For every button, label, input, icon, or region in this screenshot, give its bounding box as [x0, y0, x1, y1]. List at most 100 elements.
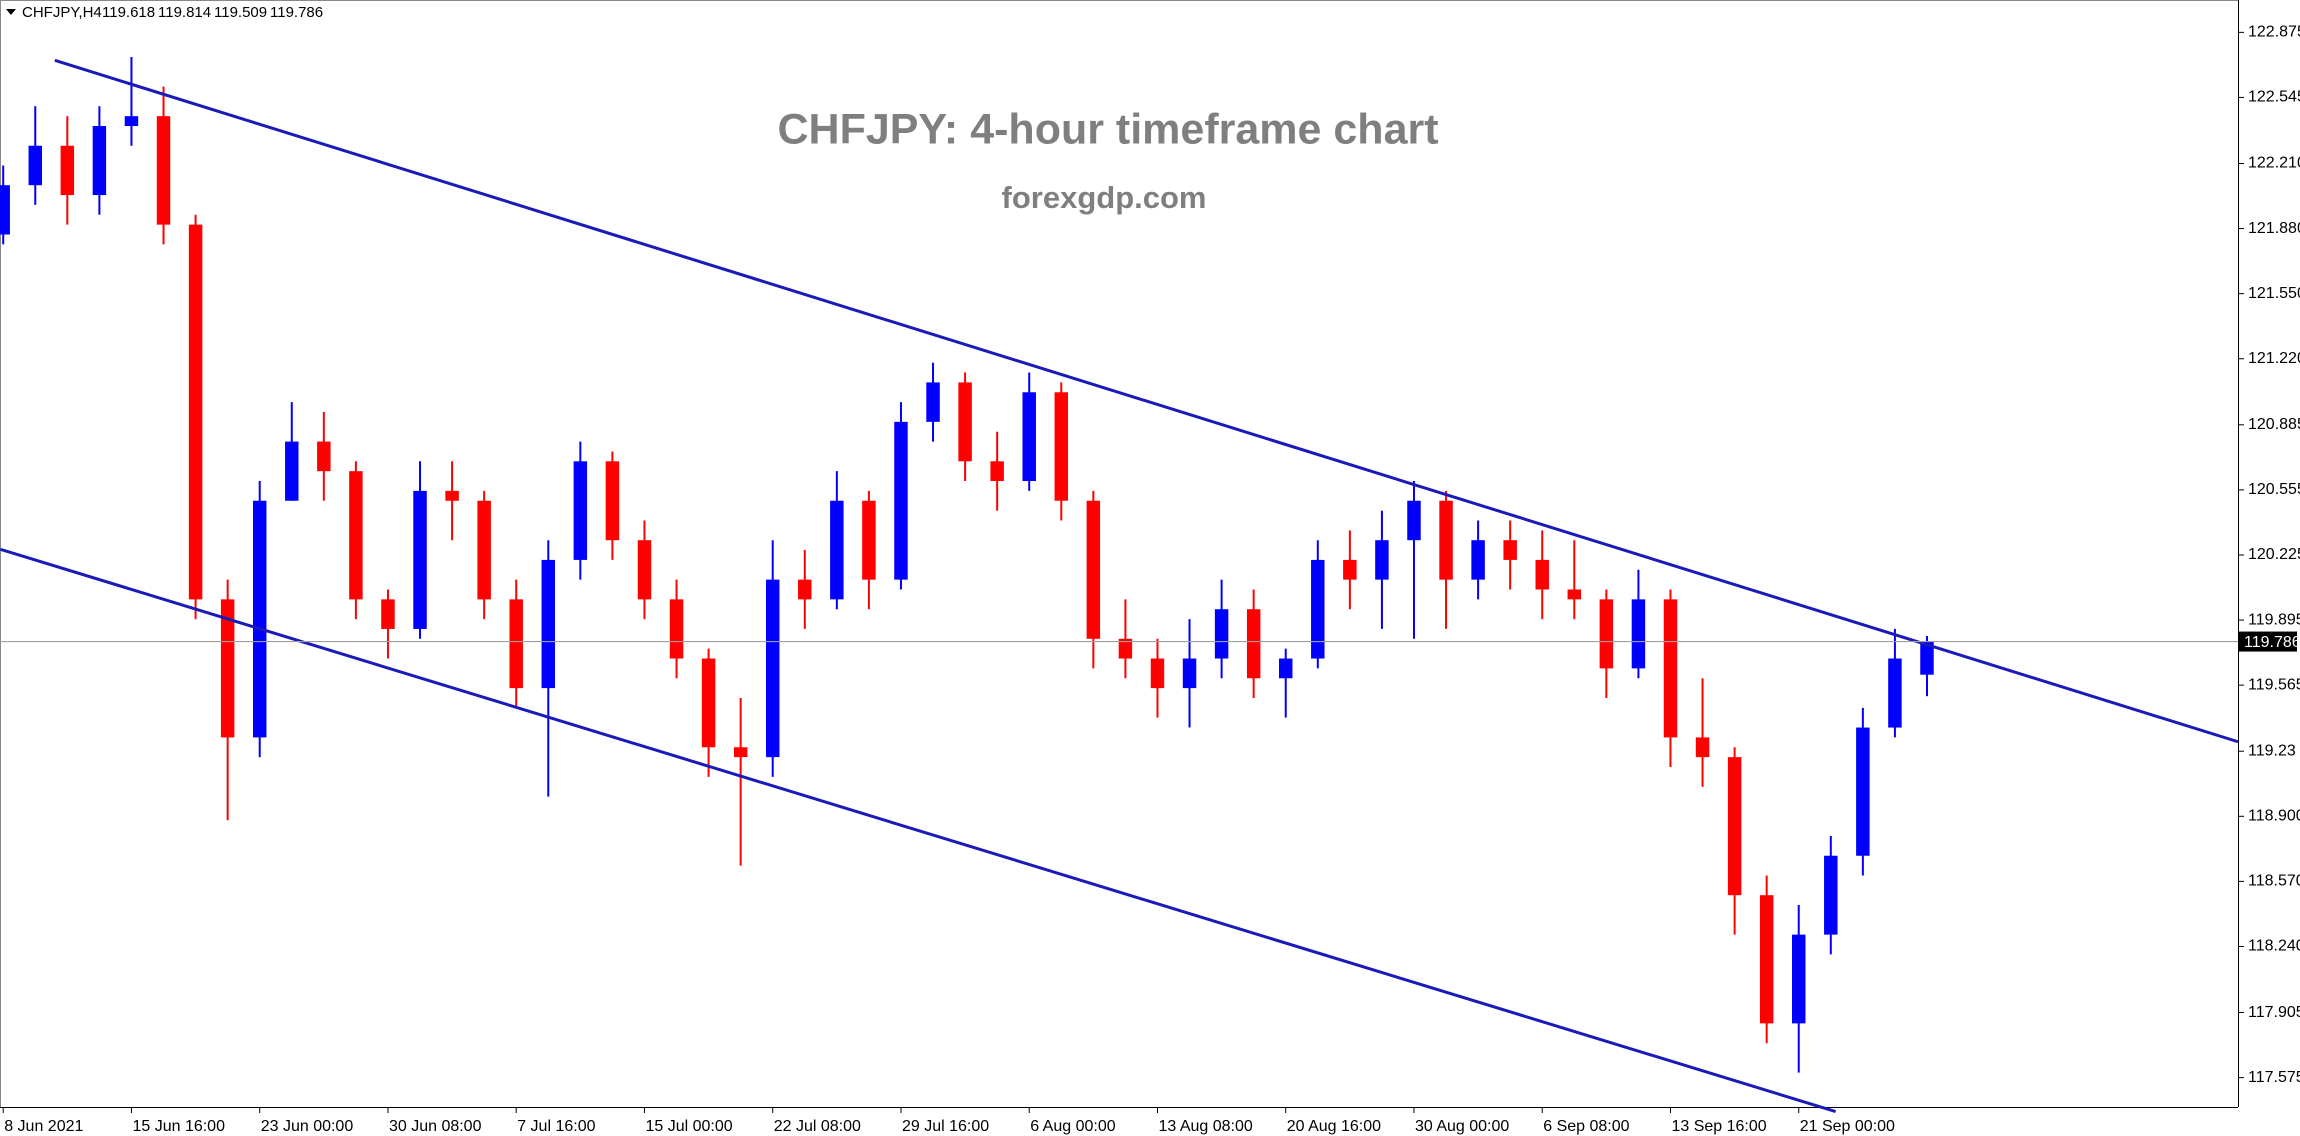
chart-title: CHFJPY: 4-hour timeframe chart [777, 105, 1438, 153]
x-tick-label: 20 Aug 16:00 [1287, 1118, 1381, 1135]
candle-body [733, 747, 748, 758]
candle-body [1503, 540, 1517, 560]
candle-body [1856, 727, 1870, 856]
candle-body [1022, 392, 1036, 482]
candle-body [1375, 540, 1389, 580]
candle-body [220, 599, 235, 738]
x-tick-label: 23 Jun 00:00 [261, 1118, 354, 1135]
low-value: 119.509 [214, 4, 267, 21]
high-value: 119.814 [158, 4, 211, 21]
x-tick-label: 15 Jul 00:00 [645, 1118, 732, 1135]
x-tick-label: 30 Jun 08:00 [389, 1118, 482, 1135]
menu-arrow [6, 9, 16, 15]
y-tick-label: 121.550 [2248, 285, 2300, 302]
candle-body [798, 579, 812, 600]
candle-body [1695, 737, 1710, 758]
x-tick-label: 30 Aug 00:00 [1415, 1118, 1509, 1135]
candle-body [765, 579, 780, 758]
candle-body [477, 500, 491, 600]
candle-body [1054, 392, 1069, 501]
y-tick-label: 118.570 [2248, 873, 2300, 890]
y-tick-label: 118.900 [2248, 808, 2300, 825]
y-tick-label: 118.240 [2248, 938, 2300, 955]
candle-body [0, 185, 10, 235]
candle-body [28, 145, 43, 186]
candle-body [1439, 500, 1453, 580]
y-tick-label: 120.885 [2248, 416, 2300, 433]
candle-body [1792, 934, 1806, 1024]
candle-body [1759, 895, 1774, 1024]
candle-body [349, 471, 363, 600]
trendline [0, 547, 1837, 1113]
x-tick-label: 22 Jul 08:00 [774, 1118, 861, 1135]
candle-body [317, 441, 331, 472]
candle-body [1920, 641, 1934, 675]
y-tick-label: 121.220 [2248, 350, 2300, 367]
candle-body [637, 540, 652, 600]
candle-body [701, 658, 716, 748]
y-tick-label: 117.575 [2248, 1069, 2300, 1086]
y-tick-label: 119.895 [2248, 611, 2300, 628]
trendline [54, 58, 2239, 744]
candle-body [1631, 599, 1646, 669]
candle-body [1663, 599, 1678, 738]
candle-body [124, 116, 139, 127]
current-price-label: 119.786 [2244, 634, 2300, 651]
candle-body [1311, 559, 1325, 659]
candle-body [60, 145, 75, 196]
open-value: 119.618 [102, 4, 155, 21]
x-tick-label: 6 Aug 00:00 [1030, 1118, 1116, 1135]
x-tick-label: 13 Sep 16:00 [1671, 1118, 1766, 1135]
candle-body [413, 490, 427, 629]
close-value: 119.786 [270, 4, 323, 21]
candle-body [605, 461, 620, 541]
candle-body [862, 500, 876, 580]
y-tick-label: 119.565 [2248, 676, 2300, 693]
header: CHFJPY,H4 119.618 119.814 119.509 119.78… [22, 4, 323, 21]
x-tick-label: 15 Jun 16:00 [132, 1118, 225, 1135]
candle-body [1824, 855, 1838, 935]
candle-body [1086, 500, 1101, 639]
x-tick-label: 7 Jul 16:00 [517, 1118, 595, 1135]
candle-body [92, 126, 107, 196]
candle-body [830, 500, 844, 600]
candle-body [188, 224, 203, 600]
x-tick-label: 13 Aug 08:00 [1158, 1118, 1252, 1135]
candle-body [1727, 757, 1742, 896]
candle-body [1471, 540, 1485, 580]
y-tick-label: 117.905 [2248, 1004, 2300, 1021]
current-price-box [2239, 631, 2297, 652]
symbol: CHFJPY,H4 [22, 4, 102, 21]
x-tick-label: 29 Jul 16:00 [902, 1118, 989, 1135]
candle-body [509, 599, 523, 689]
candle-body [1278, 658, 1293, 679]
candle-body [1246, 609, 1261, 679]
candle-body [381, 599, 395, 629]
candle-body [1118, 638, 1133, 659]
candle-body [958, 382, 972, 462]
candle-body [990, 461, 1004, 482]
x-tick-label: 21 Sep 00:00 [1800, 1118, 1895, 1135]
y-tick-label: 120.555 [2248, 481, 2300, 498]
candle-body [1343, 559, 1357, 580]
candle-body [252, 500, 267, 738]
candle-body [541, 559, 556, 689]
y-tick-label: 122.210 [2248, 155, 2300, 172]
candle-body [1150, 658, 1165, 689]
candle-body [1888, 658, 1902, 728]
y-tick-label: 122.875 [2248, 24, 2300, 41]
candle-body [1182, 658, 1197, 689]
candle-body [156, 116, 171, 225]
chart-subtitle: forexgdp.com [1002, 180, 1207, 215]
candle-body [894, 421, 908, 580]
candle-body [1214, 609, 1229, 659]
x-tick-label: 8 Jun 2021 [4, 1118, 83, 1135]
y-tick-label: 121.880 [2248, 220, 2300, 237]
y-tick-label: 119.23 [2248, 742, 2296, 759]
candle-body [1535, 559, 1549, 590]
x-tick-label: 6 Sep 08:00 [1543, 1118, 1629, 1135]
candle-body [573, 461, 588, 560]
y-tick-label: 120.225 [2248, 546, 2300, 563]
